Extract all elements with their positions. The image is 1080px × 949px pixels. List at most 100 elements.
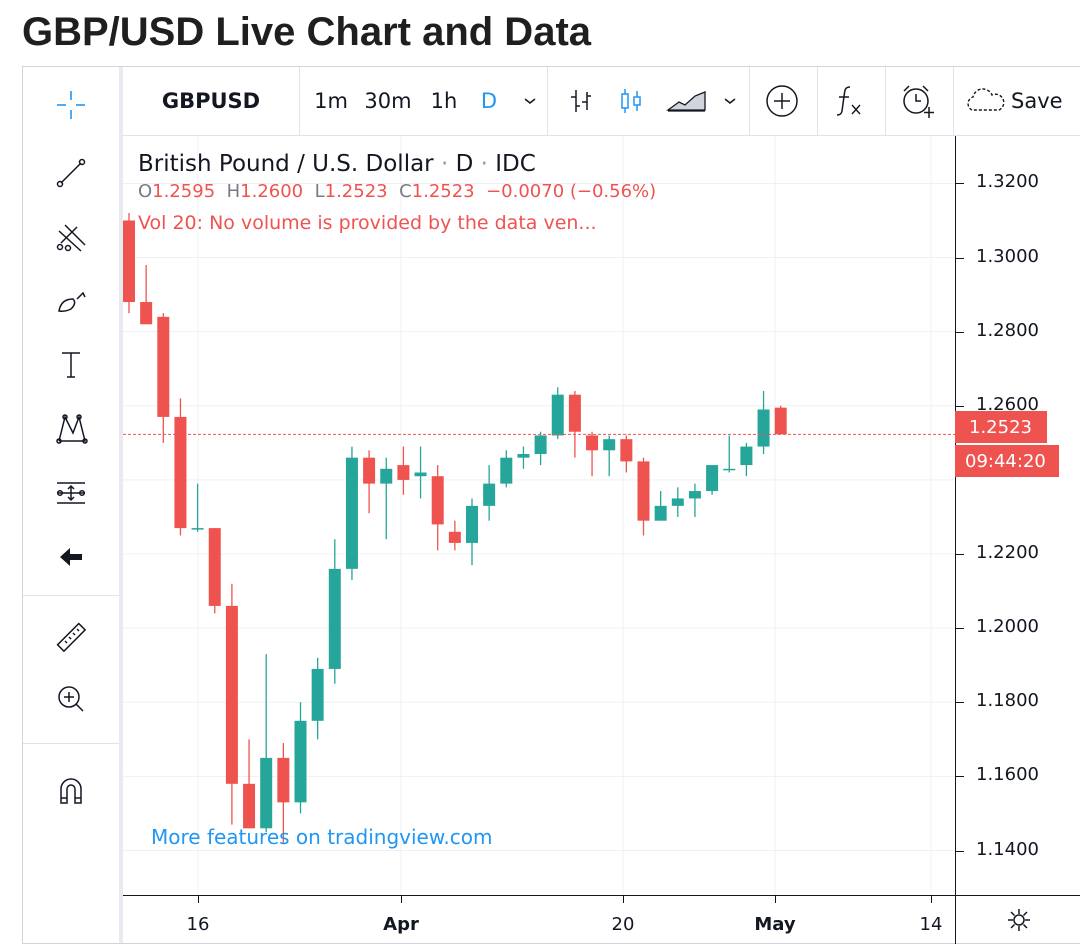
- text-tool[interactable]: [23, 333, 119, 397]
- price-tick-mark: [956, 628, 964, 630]
- candles-icon: [621, 89, 641, 113]
- toolbar-divider: [299, 67, 300, 135]
- area-chart-icon: [666, 91, 706, 112]
- save-button[interactable]: Save: [963, 67, 1080, 135]
- symbol-search-button[interactable]: GBPUSD: [161, 89, 261, 113]
- candle-body: [328, 568, 341, 669]
- price-tick-label: 1.1400: [976, 838, 1039, 860]
- legend-interval: D: [455, 151, 474, 177]
- price-scale[interactable]: 1.3200 1.3000 1.2800 1.2600 1.2200 1.2000 1.18…: [955, 136, 1080, 895]
- price-tick-mark: [956, 331, 964, 333]
- top-toolbar: GBPUSD 1m 30m 1h D: [123, 67, 1080, 136]
- instrument-name: British Pound / U.S. Dollar: [138, 151, 434, 177]
- high-label: H: [226, 181, 241, 202]
- compare-button[interactable]: [749, 67, 815, 135]
- candle-body: [311, 668, 324, 721]
- time-tick-label: 14: [919, 914, 943, 935]
- price-chart: [123, 136, 955, 895]
- candle-body: [706, 465, 719, 492]
- price-tick-label: 1.2600: [976, 393, 1039, 415]
- open-label: O: [138, 181, 153, 202]
- trend-line-icon: [56, 158, 86, 188]
- trend-line-tool[interactable]: [23, 141, 119, 205]
- alert-button[interactable]: [885, 67, 951, 135]
- interval-30m[interactable]: 30m: [364, 89, 412, 113]
- candle-body: [740, 446, 753, 466]
- bars-style-button[interactable]: [559, 67, 603, 135]
- chart-settings-button[interactable]: [955, 895, 1080, 944]
- crosshair-icon: [57, 91, 85, 119]
- candle-body: [140, 302, 153, 325]
- interval-1m[interactable]: 1m: [314, 89, 348, 113]
- time-tick-mark: [775, 896, 776, 903]
- candle-body: [534, 435, 547, 454]
- price-tick-label: 1.2200: [976, 542, 1039, 564]
- time-tick-mark: [198, 896, 199, 903]
- toolbar-divider: [547, 67, 548, 135]
- crosshair-tool[interactable]: [23, 73, 119, 137]
- candle-body: [363, 457, 376, 484]
- price-tick-mark: [956, 257, 964, 259]
- price-tick-label: 1.1600: [976, 764, 1039, 786]
- ruler-icon: [56, 622, 87, 653]
- time-tick-label: Apr: [383, 914, 419, 935]
- candle-body: [654, 505, 667, 521]
- toolbar-divider: [885, 67, 886, 135]
- candle-body: [586, 435, 599, 451]
- candle-body: [723, 468, 736, 471]
- toolbar-divider: [749, 67, 750, 135]
- back-tool[interactable]: [23, 525, 119, 589]
- candle-body: [397, 465, 410, 480]
- time-tick-mark: [623, 896, 624, 903]
- brush-icon: [58, 291, 86, 312]
- candle-body: [483, 483, 496, 506]
- plus-circle-icon: [766, 85, 798, 117]
- candle-body: [380, 468, 393, 484]
- chart-widget: GBPUSD 1m 30m 1h D: [22, 66, 1080, 944]
- gear-icon: [1008, 909, 1030, 931]
- open-value: 1.2595: [152, 181, 216, 202]
- toolbar-divider: [23, 743, 119, 744]
- zoom-in-icon: [58, 686, 84, 712]
- prediction-tool[interactable]: [23, 461, 119, 525]
- volume-note: Vol 20: No volume is provided by the dat…: [138, 212, 597, 234]
- brush-tool[interactable]: [23, 269, 119, 333]
- interval-1h[interactable]: 1h: [430, 89, 458, 113]
- price-tick-label: 1.3200: [976, 171, 1039, 193]
- xabcd-pattern-icon: [56, 414, 88, 444]
- measure-tool[interactable]: [23, 605, 119, 669]
- price-tick-mark: [956, 850, 964, 852]
- zoom-tool[interactable]: [23, 667, 119, 731]
- pitchfork-tool[interactable]: [23, 205, 119, 269]
- interval-dropdown[interactable]: [515, 67, 545, 135]
- candles-style-button[interactable]: [609, 67, 653, 135]
- chart-style-dropdown[interactable]: [715, 67, 745, 135]
- indicators-button[interactable]: [817, 67, 883, 135]
- candle-body: [345, 457, 358, 569]
- chart-pane[interactable]: [123, 136, 955, 895]
- close-label: C: [399, 181, 412, 202]
- magnet-tool[interactable]: [23, 759, 119, 823]
- candle-body: [123, 220, 135, 303]
- long-position-icon: [56, 482, 86, 504]
- time-scale[interactable]: 16 Apr 20 May 14: [123, 895, 955, 944]
- candle-body: [757, 409, 770, 447]
- cloud-icon: [967, 88, 1005, 111]
- price-tick-label: 1.1800: [976, 690, 1039, 712]
- separator-dot: ·: [480, 151, 488, 177]
- candle-body: [517, 453, 530, 458]
- tradingview-promo-link[interactable]: More features on tradingview.com: [151, 825, 493, 849]
- interval-d[interactable]: D: [480, 89, 498, 113]
- toolbar-scroll-strip: [119, 67, 123, 943]
- pattern-tool[interactable]: [23, 397, 119, 461]
- candle-body: [277, 757, 290, 803]
- candle-body: [774, 407, 787, 435]
- separator-dot: ·: [440, 151, 449, 177]
- candle-body: [414, 472, 427, 477]
- candle-body: [174, 416, 187, 529]
- alarm-clock-plus-icon: [903, 85, 934, 118]
- candle-body: [431, 476, 444, 525]
- area-style-button[interactable]: [661, 67, 713, 135]
- ohlc-values: O1.2595 H1.2600 L1.2523 C1.2523 −0.0070 …: [138, 181, 656, 202]
- legend-source: IDC: [495, 151, 536, 177]
